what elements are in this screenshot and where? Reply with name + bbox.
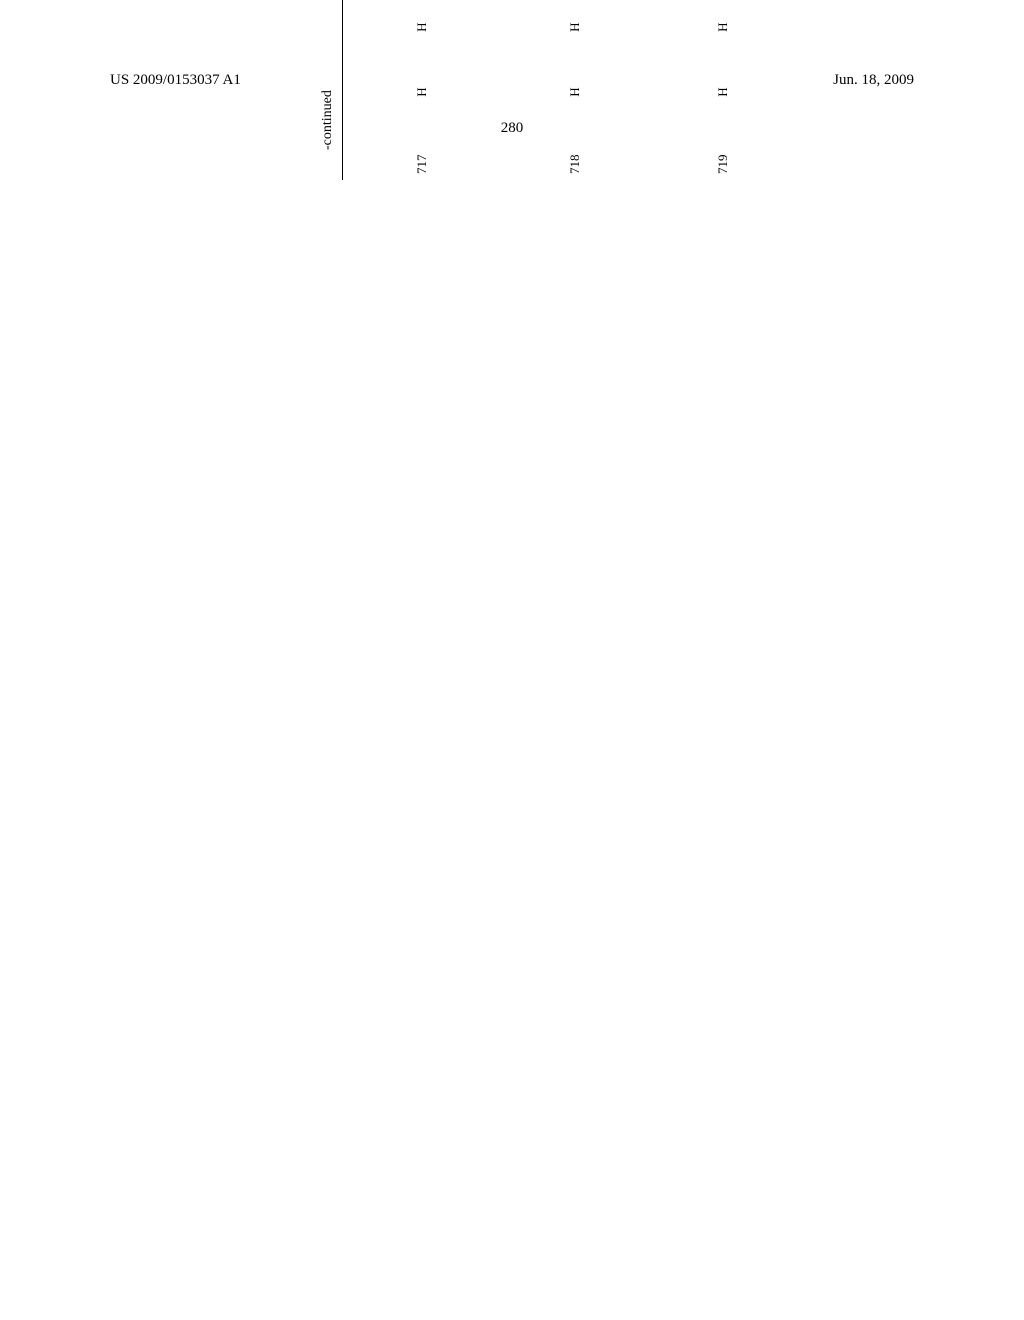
compound-table: 717 H H H H H —C(CH₃)₃ bbox=[342, 0, 797, 180]
h-cell: H bbox=[343, 60, 502, 125]
continued-label: -continued bbox=[320, 0, 336, 150]
patent-number: US 2009/0153037 A1 bbox=[110, 72, 241, 89]
compound-id: 717 bbox=[343, 124, 502, 180]
h-cell: H bbox=[649, 60, 797, 125]
h-cell: H bbox=[649, 0, 797, 60]
table-row: 717 H H H H H —C(CH₃)₃ bbox=[343, 0, 502, 180]
compound-id: 719 bbox=[649, 124, 797, 180]
h-cell: H bbox=[343, 0, 502, 60]
table-row: 719 H H H H H —C(CH₃)₃ bbox=[649, 0, 797, 180]
rotated-table-content: -continued 717 H H H H H —C(CH₃)₃ bbox=[320, 0, 960, 180]
compound-id: 718 bbox=[501, 124, 649, 180]
h-cell: H bbox=[501, 60, 649, 125]
h-cell: H bbox=[501, 0, 649, 60]
table-row: 718 H H H H H —C(CH₃)₃ bbox=[501, 0, 649, 180]
